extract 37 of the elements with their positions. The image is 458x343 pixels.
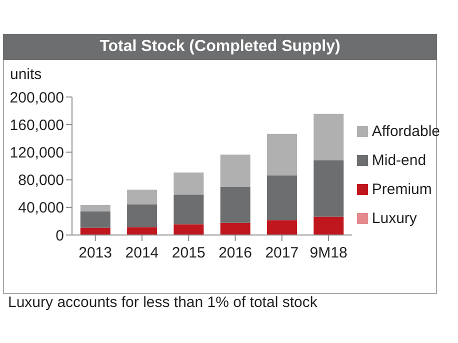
bar xyxy=(314,114,344,160)
y-tick-label: 120,000 xyxy=(10,144,64,162)
x-tick-label: 2016 xyxy=(218,244,252,262)
x-tick-label: 2014 xyxy=(125,244,159,262)
bar xyxy=(266,220,297,235)
bar xyxy=(314,216,344,235)
y-tick-label: 0 xyxy=(56,227,64,244)
bar xyxy=(220,187,250,223)
bar xyxy=(127,190,158,204)
bar xyxy=(174,224,204,235)
bar xyxy=(127,204,158,228)
bar xyxy=(174,194,204,224)
bar xyxy=(174,172,204,195)
bar xyxy=(266,134,297,176)
bar xyxy=(80,228,110,235)
x-tick-label: 2013 xyxy=(78,244,112,262)
legend-label: Premium xyxy=(372,180,432,198)
bar xyxy=(127,227,158,235)
x-tick-label: 2015 xyxy=(172,244,206,262)
text: Luxury accounts for less than 1% of total stock xyxy=(8,294,318,312)
y-tick-label: 80,000 xyxy=(18,172,64,190)
bar xyxy=(80,211,110,228)
y-axis-title: units xyxy=(10,66,42,83)
bar xyxy=(220,222,250,235)
bar xyxy=(314,160,344,217)
chart-title: Total Stock (Completed Supply) xyxy=(3,34,437,60)
y-tick-label: 200,000 xyxy=(10,89,64,106)
x-tick-label: 2017 xyxy=(265,244,299,262)
bar xyxy=(266,175,297,220)
legend-label: Mid-end xyxy=(372,152,426,168)
legend-label: Luxury xyxy=(372,210,417,226)
legend-label: Affordable xyxy=(372,122,440,140)
y-tick-label: 160,000 xyxy=(10,116,64,134)
bar xyxy=(220,154,250,188)
y-tick-label: 40,000 xyxy=(18,200,64,217)
bar xyxy=(80,204,110,212)
x-tick-label: 9M18 xyxy=(310,244,348,262)
